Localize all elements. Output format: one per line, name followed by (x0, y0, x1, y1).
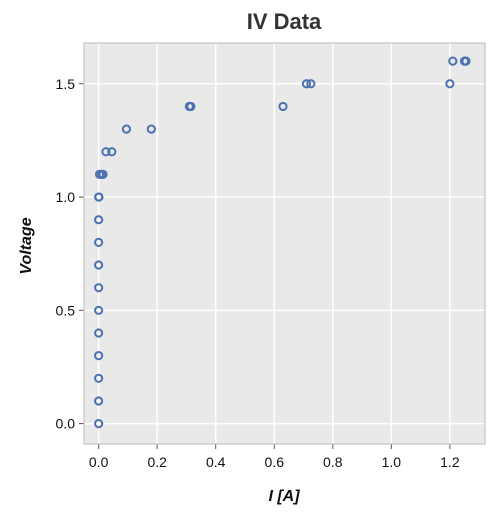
data-point (94, 328, 104, 338)
data-point (94, 373, 104, 383)
y-tick-label: 0.0 (56, 416, 76, 432)
chart-title: IV Data (247, 9, 322, 34)
x-tick-label: 0.0 (89, 454, 109, 470)
data-point (94, 283, 104, 293)
x-tick-label: 1.0 (382, 454, 402, 470)
data-point (94, 260, 104, 270)
y-tick-label: 1.0 (56, 189, 76, 205)
data-point (94, 396, 104, 406)
data-point (445, 79, 455, 89)
x-tick-label: 0.2 (147, 454, 167, 470)
data-point (94, 351, 104, 361)
data-point (146, 124, 156, 134)
x-tick-label: 0.8 (323, 454, 343, 470)
data-point (94, 419, 104, 429)
y-tick-label: 0.5 (56, 302, 76, 318)
axis-ticks: 0.0 0.2 0.4 0.6 0.8 1.0 1.2 0.0 0.5 1.0 1.5 (56, 76, 460, 470)
data-point (278, 101, 288, 112)
x-tick-label: 1.2 (440, 454, 460, 470)
data-point (94, 305, 104, 315)
y-tick-label: 1.5 (56, 76, 76, 92)
data-point (101, 147, 111, 157)
x-tick-label: 0.4 (206, 454, 226, 470)
data-point (121, 124, 132, 134)
data-point (94, 215, 104, 225)
y-axis-label: Voltage (18, 217, 35, 274)
x-axis-label: I [A] (268, 488, 300, 505)
plot-frame (83, 42, 486, 445)
data-point (94, 192, 104, 202)
data-point (98, 169, 108, 180)
data-point (186, 101, 196, 112)
gridlines (84, 43, 485, 444)
data-point (94, 237, 104, 247)
data-point (306, 79, 316, 89)
x-tick-label: 0.6 (265, 454, 285, 470)
data-point (107, 147, 117, 157)
data-point (448, 56, 458, 66)
data-points (94, 56, 471, 429)
data-point (461, 56, 471, 66)
data-point (301, 79, 312, 89)
